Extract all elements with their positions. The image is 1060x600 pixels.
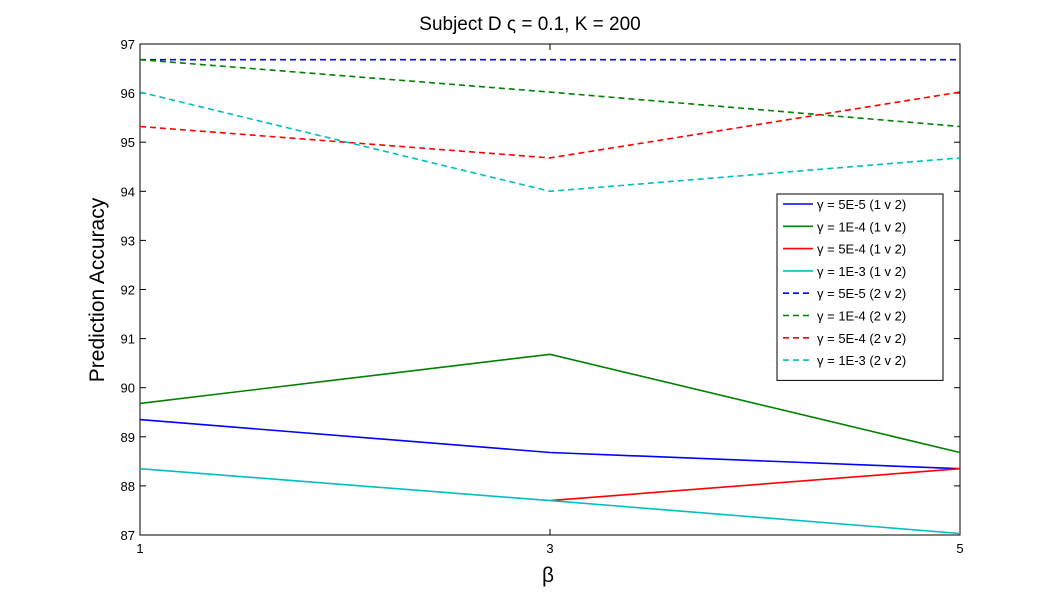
series-line-2 <box>139 353 961 454</box>
legend-label: γ = 5E-4 (1 v 2) <box>817 242 906 257</box>
x-tick-label: 3 <box>546 541 553 556</box>
legend-label: γ = 1E-3 (2 v 2) <box>817 353 906 368</box>
y-tick-label: 96 <box>121 86 135 101</box>
legend-box <box>776 193 944 381</box>
y-tick-label: 92 <box>121 283 135 298</box>
series-line-6 <box>139 58 961 128</box>
legend-label: γ = 5E-5 (1 v 2) <box>817 197 906 212</box>
y-tick-label: 89 <box>121 430 135 445</box>
y-tick-label: 90 <box>121 381 135 396</box>
y-tick-label: 93 <box>121 233 135 248</box>
y-tick-label: 97 <box>121 37 135 52</box>
series-line-3 <box>549 467 961 502</box>
y-tick-label: 91 <box>121 332 135 347</box>
legend-label: γ = 1E-3 (1 v 2) <box>817 264 906 279</box>
plot-area: 87 88 89 90 91 92 93 94 95 96 97 1 3 5 <box>121 37 964 556</box>
x-tick-label: 5 <box>956 541 963 556</box>
series-line-7 <box>139 91 961 159</box>
series-line-4 <box>139 467 961 535</box>
legend-label: γ = 1E-4 (2 v 2) <box>817 309 906 324</box>
x-axis-label: β <box>542 564 554 587</box>
chart-title: Subject D ς = 0.1, K = 200 <box>419 14 640 35</box>
x-tick-label: 1 <box>136 541 143 556</box>
y-tick-label: 95 <box>121 135 135 150</box>
y-tick-label: 88 <box>121 479 135 494</box>
legend-label: γ = 5E-4 (2 v 2) <box>817 331 906 346</box>
y-tick-label: 94 <box>121 184 135 199</box>
y-tick-label: 87 <box>121 528 135 543</box>
legend: γ = 5E-5 (1 v 2) γ = 1E-4 (1 v 2) γ = 5E-4… <box>776 193 944 381</box>
legend-label: γ = 5E-5 (2 v 2) <box>817 286 906 301</box>
series-line-8 <box>139 91 961 193</box>
legend-label: γ = 1E-4 (1 v 2) <box>817 219 906 234</box>
y-axis-label: Prediction Accuracy <box>86 197 109 382</box>
series-line-1 <box>139 418 961 470</box>
